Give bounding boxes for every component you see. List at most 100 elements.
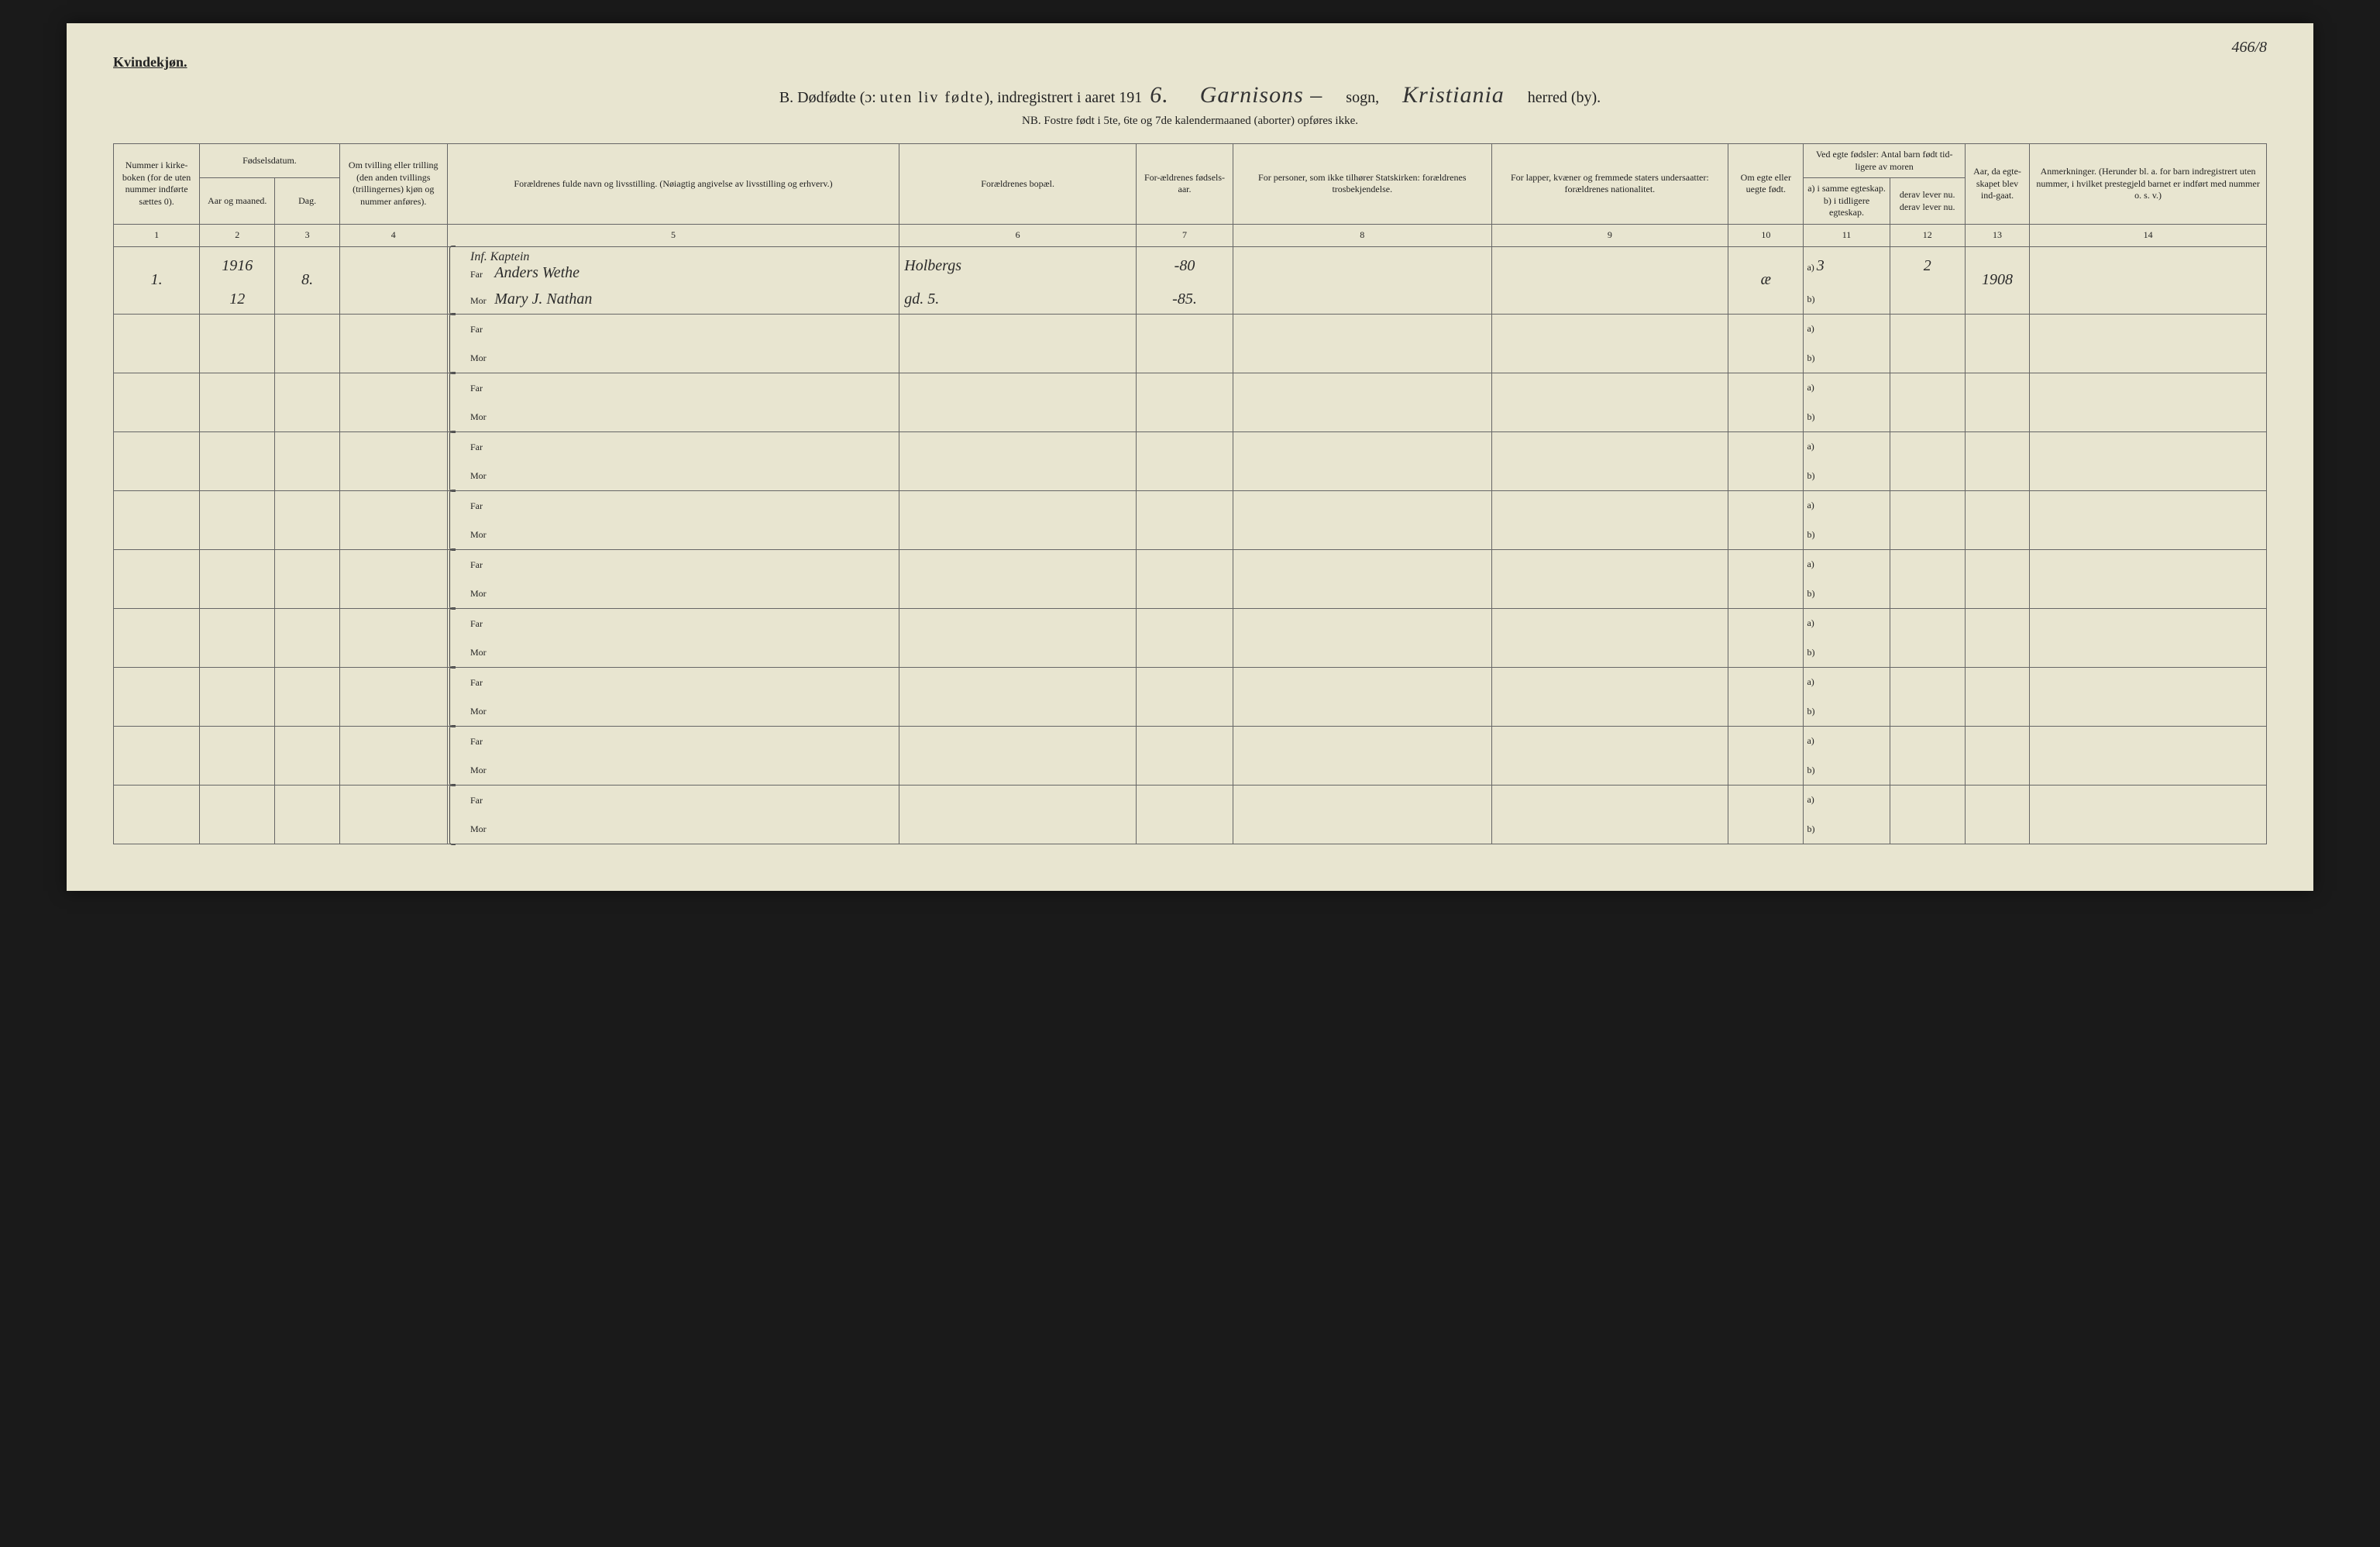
empty-day [275,315,339,373]
empty-day [275,786,339,844]
empty-far-cell: Far [469,315,899,344]
entry-b-lever [1890,285,1965,315]
empty-b-cell: b) [1804,815,1890,844]
entry-b-cell: b) [1804,285,1890,315]
col-header-8: For personer, som ikke tilhører Statskir… [1233,144,1491,225]
mor-label: Mor [470,765,492,776]
empty-address [899,668,1137,727]
col-num-8: 8 [1233,224,1491,246]
empty-twin [339,786,447,844]
empty-far-cell: Far [469,786,899,815]
col-header-13: Aar, da egte-skapet blev ind-gaat. [1965,144,2029,225]
empty-number [114,550,200,609]
table-header: Nummer i kirke-boken (for de uten nummer… [114,144,2267,247]
col-header-10: Om egte eller uegte født. [1728,144,1804,225]
empty-egte [1728,432,1804,491]
empty-twin [339,668,447,727]
empty-year-married [1965,609,2029,668]
bracket-cell [447,609,469,668]
empty-egte [1728,609,1804,668]
empty-twin [339,727,447,786]
col-num-10: 10 [1728,224,1804,246]
empty-remarks [2030,727,2267,786]
col-num-12: 12 [1890,224,1965,246]
empty-mor-cell: Mor [469,638,899,668]
empty-remarks [2030,609,2267,668]
empty-birth [1136,727,1233,786]
empty-twin [339,491,447,550]
empty-a-lever [1890,609,1965,638]
empty-a-lever [1890,432,1965,462]
empty-remarks [2030,668,2267,727]
table-row: 1. 1916 8. Inf. Kaptein Far Anders Wethe… [114,246,2267,285]
entry-mor-birth: -85. [1136,285,1233,315]
empty-far-cell: Far [469,668,899,697]
entry-year: 1916 [200,246,275,285]
empty-a-cell: a) [1804,373,1890,403]
col-header-2-group: Fødselsdatum. [200,144,340,178]
empty-address [899,786,1137,844]
table-row: Fara) [114,727,2267,756]
empty-year-married [1965,315,2029,373]
bracket-icon [449,490,456,551]
mor-label: Mor [470,411,492,423]
empty-year-married [1965,668,2029,727]
empty-a-lever [1890,550,1965,579]
empty-b-lever [1890,579,1965,609]
entry-a-lever: 2 [1890,246,1965,285]
col-header-11-12-group: Ved egte fødsler: Antal barn født tid-li… [1804,144,1965,178]
empty-address [899,550,1137,609]
empty-mor-cell: Mor [469,521,899,550]
empty-remarks [2030,491,2267,550]
empty-a-lever [1890,491,1965,521]
entry-address2: gd. 5. [899,285,1137,315]
bracket-cell [447,315,469,373]
empty-b-cell: b) [1804,462,1890,491]
empty-b-cell: b) [1804,697,1890,727]
page-corner-number: 466/8 [2231,39,2267,57]
empty-b-cell: b) [1804,756,1890,786]
empty-religion [1233,432,1491,491]
table-row: Fara) [114,491,2267,521]
empty-year-married [1965,727,2029,786]
far-label: Far [470,324,492,335]
empty-number [114,727,200,786]
entry-remarks [2030,246,2267,315]
bracket-cell [447,668,469,727]
empty-remarks [2030,315,2267,373]
empty-mor-cell: Mor [469,756,899,786]
empty-nationality [1491,786,1728,844]
empty-number [114,668,200,727]
empty-number [114,786,200,844]
empty-b-lever [1890,815,1965,844]
empty-religion [1233,315,1491,373]
table-row: Fara) [114,668,2267,697]
empty-year-married [1965,550,2029,609]
bracket-cell [447,550,469,609]
empty-egte [1728,315,1804,373]
col-header-7: For-ældrenes fødsels-aar. [1136,144,1233,225]
entry-day: 8. [275,246,339,315]
empty-a-lever [1890,373,1965,403]
far-label: Far [470,795,492,806]
empty-year [200,315,275,373]
empty-address [899,609,1137,668]
empty-day [275,432,339,491]
empty-far-cell: Far [469,550,899,579]
empty-a-cell: a) [1804,727,1890,756]
entry-profession: Inf. Kaptein [470,250,529,263]
bracket-icon [449,548,456,610]
empty-far-cell: Far [469,609,899,638]
empty-address [899,727,1137,786]
col-num-2: 2 [200,224,275,246]
empty-mor-cell: Mor [469,815,899,844]
table-body: 1. 1916 8. Inf. Kaptein Far Anders Wethe… [114,246,2267,844]
empty-religion [1233,668,1491,727]
empty-egte [1728,491,1804,550]
empty-year [200,373,275,432]
col-header-3: Dag. [275,178,339,225]
bracket-icon [449,313,456,374]
col-header-1: Nummer i kirke-boken (for de uten nummer… [114,144,200,225]
empty-year [200,786,275,844]
bracket-cell [447,727,469,786]
